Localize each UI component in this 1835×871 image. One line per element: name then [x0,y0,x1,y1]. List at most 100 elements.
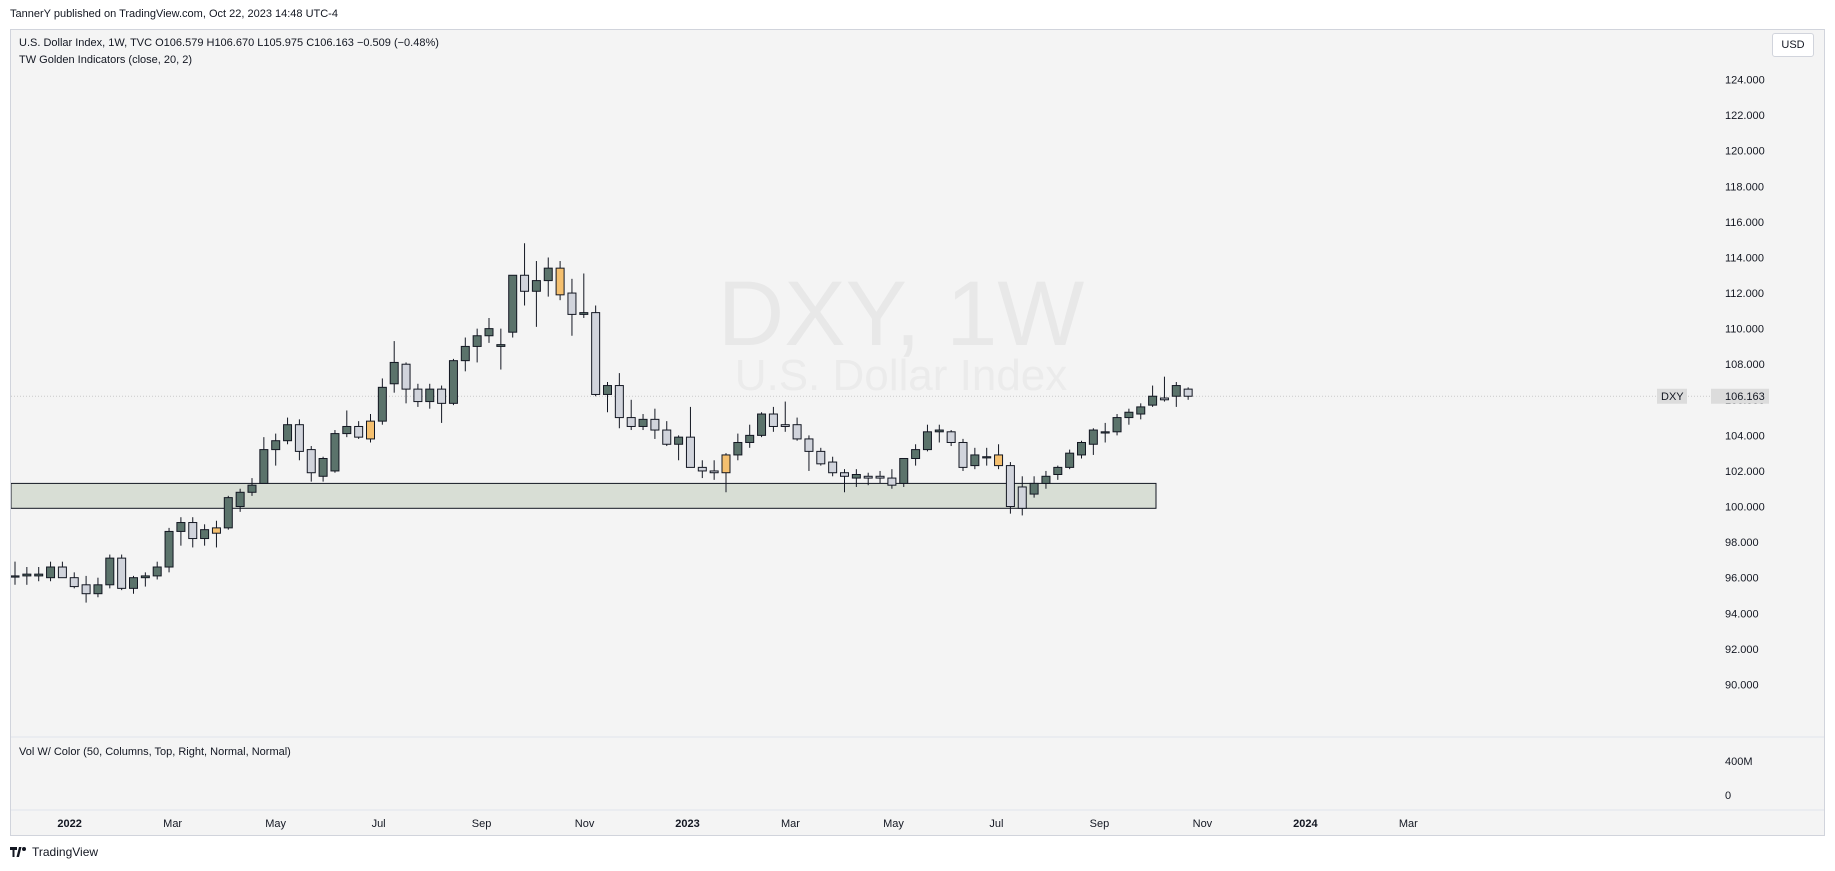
candle-body [1136,406,1146,415]
candle [899,457,909,487]
candle [448,358,458,406]
price-tick-label: 114.000 [1725,252,1764,264]
candle-body [152,566,162,577]
candle-body [448,360,458,404]
last-price-tag: DXY 106.163 [1657,388,1769,404]
candle-body [93,584,103,595]
currency-button[interactable]: USD [1772,33,1814,57]
candle [235,488,245,512]
candle [1148,385,1158,407]
indicator-legend[interactable]: TW Golden Indicators (close, 20, 2) [19,54,193,66]
candle-body [899,457,909,484]
candle-body [366,420,375,440]
candle [140,572,150,587]
candle [57,561,67,579]
candle [283,417,293,445]
candle-body [662,429,672,445]
candle [887,469,897,489]
footer-brand[interactable]: TradingView [10,845,98,859]
candle-body [650,418,660,431]
candle-body [982,456,992,459]
symbol-legend[interactable]: U.S. Dollar Index, 1W, TVC O106.579 H106… [19,37,439,49]
candle [840,469,849,493]
time-tick-label: 2022 [57,818,81,830]
candle [768,406,778,432]
candle [389,341,399,393]
candle-body [11,575,20,578]
candle-body [851,474,861,479]
candle-body [1183,388,1193,397]
candle [745,424,755,448]
candle [1183,387,1193,400]
candle [318,456,328,482]
last-price-value: 106.163 [1725,391,1765,403]
time-tick-label: Nov [1193,818,1213,830]
candle-body [1053,466,1063,476]
price-axis[interactable]: 90.000 92.000 94.000 96.000 98.000 100.000 102… [1725,75,1765,692]
candle-body [531,280,541,292]
chart-legend[interactable]: U.S. Dollar Index, 1W, TVC O106.579 H106… [19,35,439,69]
candle [259,437,269,484]
candle-body [970,454,980,467]
candle-body [472,335,482,347]
candle [603,382,612,413]
candles [11,243,1193,603]
candle [543,257,553,297]
candle [437,385,447,423]
candle-body [1100,431,1110,434]
candle-body [555,267,565,296]
candle-body [911,449,921,459]
candle [93,577,103,598]
candle [1077,440,1086,459]
price-chart[interactable]: DXY, 1W U.S. Dollar Index 90.000 92.000 94… [11,30,1824,835]
volume-legend[interactable]: Vol W/ Color (50, Columns, Top, Right, N… [19,746,291,758]
candle-body [188,522,198,540]
candle-body [543,267,553,282]
price-tick-label: 112.000 [1725,288,1764,300]
candle [472,328,482,363]
candle-body [709,470,719,474]
time-tick-label: Mar [1399,818,1418,830]
candle [496,328,506,370]
candle [271,433,281,466]
candle [674,435,684,461]
candle-body [875,475,885,479]
candle-body [1065,452,1075,468]
candle [733,433,743,461]
candle [757,412,767,438]
time-axis[interactable]: 2022 Mar May Jul Sep Nov 2023 Mar May Jul Sep Nov 20… [57,818,1418,830]
time-tick-label: Jul [989,818,1003,830]
candle-body [685,436,695,468]
candle-body [721,454,731,474]
candle-body [1029,482,1039,495]
candle [697,460,707,479]
candle-body [318,457,328,477]
candle [401,362,411,404]
candle-body [354,425,364,438]
price-tick-label: 98.000 [1725,537,1759,549]
candle-body [674,436,684,445]
candle-body [129,577,138,589]
candle [816,447,826,466]
candle-body [271,440,281,451]
price-tick-label: 90.000 [1725,679,1759,691]
candle-body [140,575,150,579]
candle-body [437,388,447,404]
watermark-name: U.S. Dollar Index [735,351,1068,400]
candle-body [1171,385,1181,397]
chart-frame[interactable]: DXY, 1W U.S. Dollar Index 90.000 92.000 94… [10,29,1825,836]
candle-body [1017,486,1027,509]
time-tick-label: Nov [575,818,595,830]
candle [614,373,624,429]
tradingview-logo-icon [10,847,26,857]
candle [1100,422,1110,443]
volume-scale-bottom: 0 [1725,790,1731,802]
candle-body [401,363,411,390]
candle [1041,470,1051,489]
candle-body [176,522,186,532]
candle-body [520,274,530,292]
candle-body [1077,441,1086,456]
support-zone[interactable] [11,482,1157,509]
candle-body [579,312,589,315]
candle [484,317,494,343]
